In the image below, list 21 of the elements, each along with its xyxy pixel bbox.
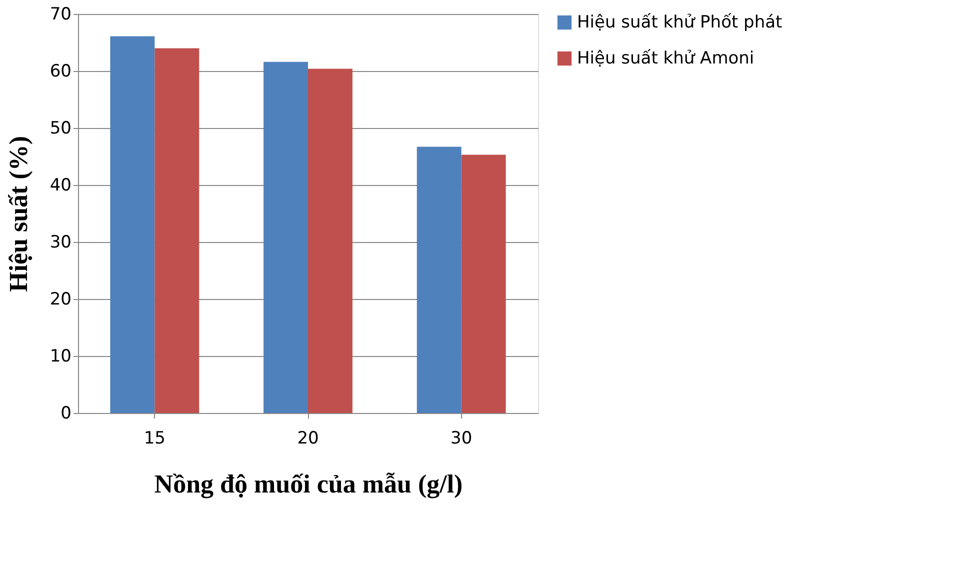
y-tick-label: 20 [50, 290, 72, 310]
x-tick-label: 20 [297, 428, 319, 448]
legend-label: Hiệu suất khử Amoni [577, 48, 754, 68]
y-tick-label: 10 [50, 346, 72, 366]
x-tick-label: 15 [144, 428, 166, 448]
bar [461, 154, 506, 413]
y-axis-title: Hiệu suất (%) [4, 136, 33, 292]
bar [110, 36, 155, 413]
y-tick-label: 70 [50, 4, 72, 24]
bar [416, 146, 462, 413]
bar [154, 48, 200, 413]
y-tick-label: 60 [50, 62, 72, 82]
x-axis-title: Nồng độ muối của mẫu (g/l) [154, 470, 463, 498]
y-tick-label: 40 [50, 176, 72, 196]
y-tick-label: 0 [60, 404, 72, 424]
bar [308, 68, 352, 413]
y-tick-label: 30 [50, 232, 72, 252]
bar [264, 62, 308, 413]
y-tick-label: 50 [50, 118, 72, 138]
legend-label: Hiệu suất khử Phốt phát [577, 12, 783, 32]
x-tick-label: 30 [450, 428, 472, 448]
